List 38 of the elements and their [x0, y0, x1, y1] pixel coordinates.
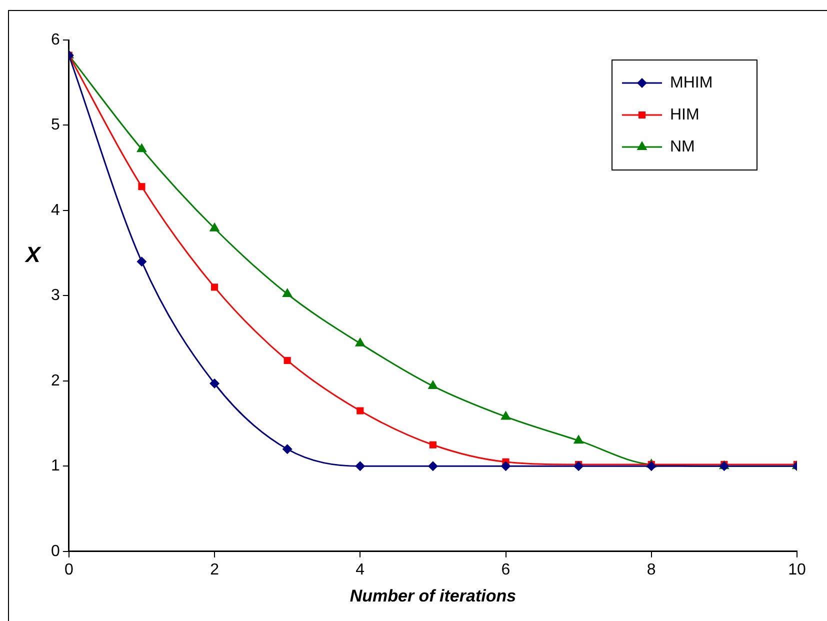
x-tick-label: 0	[64, 561, 74, 578]
point	[355, 461, 366, 472]
legend-label: NM	[670, 138, 695, 156]
point	[500, 410, 511, 420]
x-tick-label: 8	[646, 561, 656, 578]
point	[284, 356, 291, 364]
legend-label: HIM	[670, 106, 700, 124]
y-tick-label: 3	[50, 287, 60, 304]
point	[573, 434, 584, 444]
y-tick-label: 2	[50, 372, 60, 390]
x-tick-label: 4	[356, 561, 365, 578]
x-tick-label: 10	[788, 561, 806, 578]
y-tick-label: 6	[50, 31, 60, 48]
x-tick-label: 6	[501, 561, 510, 578]
point	[282, 444, 292, 454]
y-tick-label: 4	[50, 202, 60, 219]
point	[138, 183, 146, 190]
x-tick-label: 2	[210, 561, 220, 578]
point	[356, 407, 364, 414]
point	[210, 378, 220, 388]
y-tick-label: 5	[50, 116, 60, 134]
point	[136, 256, 147, 267]
x-axis-title: Number of iterations	[350, 586, 516, 606]
legend-label: MHIM	[670, 74, 713, 92]
point	[646, 461, 656, 472]
point	[574, 461, 584, 472]
point	[210, 284, 218, 291]
y-tick-label: 1	[50, 458, 60, 475]
point	[428, 461, 438, 472]
point	[209, 222, 220, 232]
point	[429, 441, 436, 448]
point	[354, 337, 366, 346]
point	[136, 143, 147, 152]
point	[500, 461, 511, 472]
point	[282, 288, 293, 297]
y-axis-title: X	[24, 242, 42, 267]
point	[428, 380, 438, 390]
y-tick-label: 0	[50, 542, 60, 560]
